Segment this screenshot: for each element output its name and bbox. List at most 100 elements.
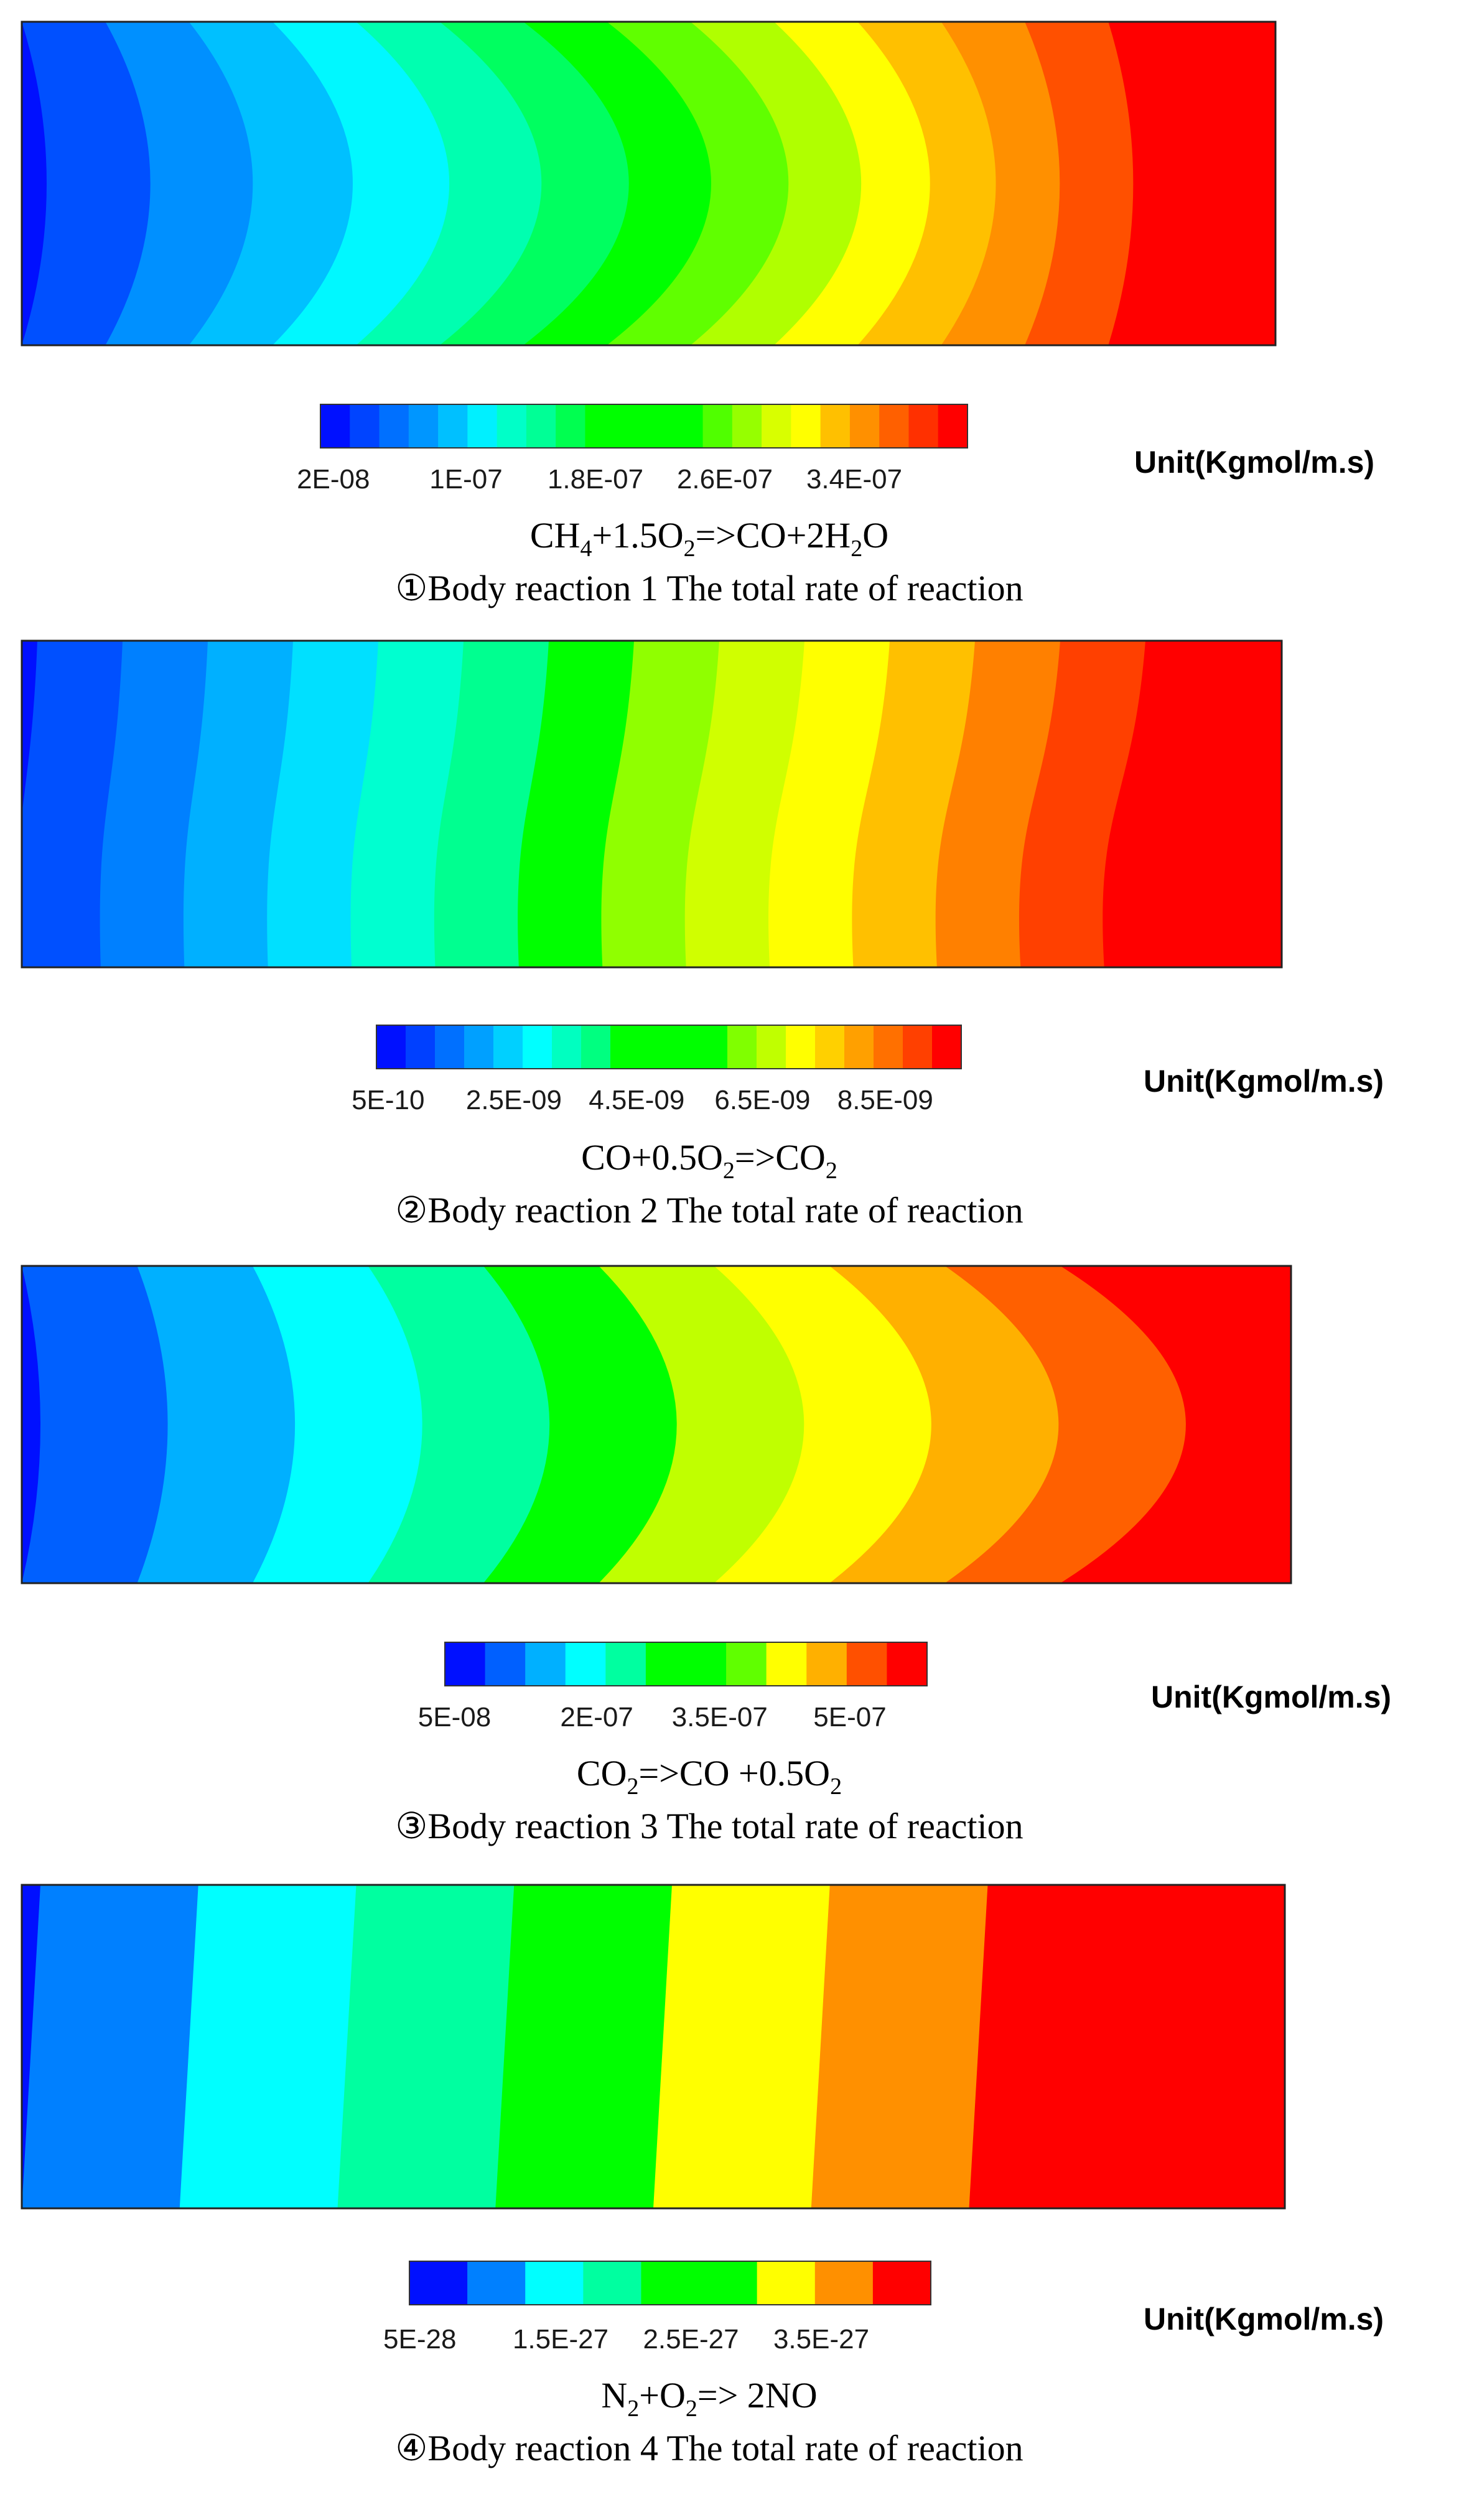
- tick-label-2-2: 2.5E-09: [466, 1085, 562, 1115]
- colorbar-swatch-2-6: [523, 1025, 552, 1069]
- equation-text: CH: [530, 515, 580, 556]
- equation-text: =>CO+2H: [696, 515, 851, 556]
- unit-label-4: Unit(Kgmol/m.s): [1144, 2302, 1384, 2336]
- colorbar-swatch-1-12: [644, 404, 674, 448]
- colorbar-swatch-1-1: [320, 404, 350, 448]
- colorbar-swatch-2-14: [757, 1025, 786, 1069]
- panel-1: 2E-08 1E-07 1.8E-07 2.6E-07 3.4E-07 Unit(Kgm…: [21, 21, 1374, 608]
- colorbar-swatch-1-19: [849, 404, 880, 448]
- contour-band-2-2: [22, 641, 123, 967]
- colorbar-2: [376, 1025, 962, 1069]
- colorbar-swatch-1-18: [820, 404, 851, 448]
- caption-2: ②Body reaction 2 The total rate of react…: [395, 1190, 1023, 1230]
- colorbar-swatch-3-6: [645, 1642, 686, 1686]
- colorbar-swatch-1-17: [791, 404, 821, 448]
- equation-text: =>CO +0.5O: [638, 1753, 830, 1793]
- colorbar-swatch-4-4: [583, 2261, 641, 2305]
- contour-band-2-1: [22, 641, 37, 967]
- tick-label-3-3: 3.5E-07: [672, 1702, 768, 1732]
- contour-plot-4: [22, 1885, 1285, 2208]
- colorbar-swatch-3-1: [445, 1642, 486, 1686]
- tick-label-1-2: 1E-07: [429, 464, 502, 495]
- colorbar-frame-3: [444, 1642, 928, 1686]
- tick-label-2-4: 6.5E-09: [714, 1085, 810, 1115]
- colorbar-swatch-3-10: [806, 1642, 847, 1686]
- tick-label-4-1: 5E-28: [383, 2324, 456, 2355]
- colorbar-swatch-2-5: [493, 1025, 523, 1069]
- tick-label-4-4: 3.5E-27: [773, 2324, 869, 2355]
- colorbar-swatch-2-15: [786, 1025, 816, 1069]
- colorbar-swatch-1-3: [379, 404, 409, 448]
- tick-label-3-1: 5E-08: [418, 1702, 491, 1732]
- colorbar-swatch-2-3: [435, 1025, 465, 1069]
- equation-text: CO+0.5O: [581, 1137, 723, 1178]
- tick-label-2-1: 5E-10: [352, 1085, 424, 1115]
- colorbar-swatch-1-2: [350, 404, 380, 448]
- colorbar-swatch-2-16: [815, 1025, 845, 1069]
- colorbar-frame-4: [409, 2261, 931, 2305]
- panel-4: 5E-28 1.5E-27 2.5E-27 3.5E-27 Unit(Kgmol/m.…: [21, 1884, 1384, 2468]
- panel-3: 5E-08 2E-07 3.5E-07 5E-07 Unit(Kgmol/m.s) C…: [21, 1265, 1391, 1846]
- tick-label-4-2: 1.5E-27: [513, 2324, 608, 2355]
- tick-label-1-5: 3.4E-07: [806, 464, 902, 495]
- colorbar-frame-1: [320, 404, 968, 449]
- colorbar-swatch-2-1: [376, 1025, 406, 1069]
- colorbar-swatch-1-4: [408, 404, 439, 448]
- equation-3: CO2​=>CO +0.5O2​: [577, 1753, 842, 1800]
- colorbar-swatch-2-19: [903, 1025, 933, 1069]
- colorbar-swatch-4-9: [872, 2261, 931, 2305]
- colorbar-swatch-1-22: [938, 404, 968, 448]
- colorbar-1: [320, 404, 968, 449]
- colorbar-swatch-1-15: [732, 404, 762, 448]
- contour-band-1-2: [22, 22, 151, 345]
- contour-band-3-1: [22, 1266, 40, 1583]
- equation-subscript: 2: [851, 536, 862, 562]
- colorbar-swatch-3-11: [846, 1642, 887, 1686]
- colorbar-swatch-4-3: [525, 2261, 584, 2305]
- equation-subscript: 2: [627, 1774, 638, 1800]
- colorbar-swatch-2-4: [464, 1025, 494, 1069]
- panel-2: 5E-10 2.5E-09 4.5E-09 6.5E-09 8.5E-09 Unit(K…: [21, 639, 1384, 1230]
- tick-label-3-4: 5E-07: [813, 1702, 886, 1732]
- colorbar-swatch-3-2: [485, 1642, 526, 1686]
- colorbar-swatch-4-2: [467, 2261, 526, 2305]
- colorbar-swatch-1-7: [497, 404, 527, 448]
- colorbar-swatch-3-4: [565, 1642, 606, 1686]
- colorbar-swatch-1-20: [879, 404, 909, 448]
- colorbar-swatch-2-13: [727, 1025, 757, 1069]
- colorbar-swatch-2-9: [610, 1025, 640, 1069]
- equation-2: CO+0.5O2​=>CO2​: [581, 1137, 837, 1184]
- colorbar-swatch-2-12: [698, 1025, 728, 1069]
- colorbar-4: [409, 2261, 931, 2305]
- colorbar-swatch-2-17: [844, 1025, 874, 1069]
- contour-plot-1: [22, 22, 1275, 345]
- equation-4: N2​+O2​=> 2NO: [601, 2375, 817, 2422]
- tick-label-3-2: 2E-07: [560, 1702, 633, 1732]
- equation-1: CH4​+1.5O2​=>CO+2H2​O: [530, 515, 888, 562]
- colorbar-swatch-3-3: [525, 1642, 566, 1686]
- colorbar-3: [444, 1642, 928, 1686]
- colorbar-swatch-1-5: [438, 404, 468, 448]
- colorbar-swatch-1-16: [762, 404, 791, 448]
- colorbar-swatch-1-11: [614, 404, 645, 448]
- equation-text: => 2NO: [697, 2375, 818, 2415]
- caption-3: ③Body reaction 3 The total rate of react…: [395, 1806, 1023, 1846]
- colorbar-ticks-3: 5E-08 2E-07 3.5E-07 5E-07: [418, 1702, 887, 1732]
- colorbar-ticks-4: 5E-28 1.5E-27 2.5E-27 3.5E-27: [383, 2324, 869, 2355]
- equation-subscript: 2: [684, 536, 696, 562]
- colorbar-swatch-1-10: [585, 404, 615, 448]
- colorbar-swatch-1-8: [526, 404, 556, 448]
- colorbar-ticks-1: 2E-08 1E-07 1.8E-07 2.6E-07 3.4E-07: [297, 464, 902, 495]
- caption-4: ④Body reaction 4 The total rate of react…: [395, 2428, 1023, 2468]
- contour-band-4-2: [22, 1885, 198, 2208]
- equation-subscript: 4: [580, 536, 592, 562]
- equation-text: =>CO: [735, 1137, 826, 1178]
- colorbar-swatch-2-20: [932, 1025, 962, 1069]
- colorbar-swatch-1-21: [908, 404, 939, 448]
- contour-plot-2: [22, 641, 1282, 967]
- colorbar-swatch-3-8: [726, 1642, 767, 1686]
- colorbar-swatch-3-7: [686, 1642, 727, 1686]
- contour-plot-3: [22, 1266, 1291, 1583]
- equation-subscript: 2: [826, 1158, 837, 1184]
- colorbar-swatch-2-10: [640, 1025, 669, 1069]
